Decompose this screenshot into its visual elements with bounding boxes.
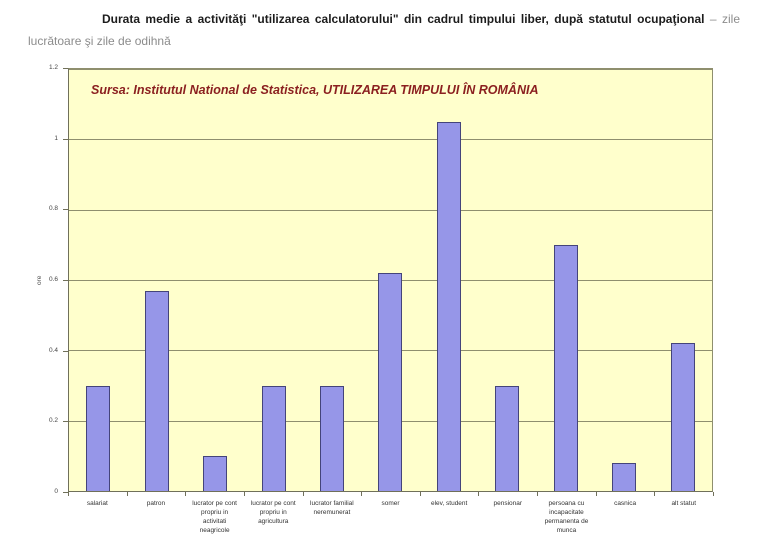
bar-slot: [420, 69, 478, 491]
bars-row: [69, 69, 712, 491]
x-category-label: somer: [381, 500, 400, 507]
y-tick-label: 0.8: [48, 205, 58, 213]
gridline: [69, 69, 712, 70]
y-tick-mark: [63, 421, 68, 423]
bar-11: [670, 343, 695, 491]
y-tick-mark: [63, 68, 68, 69]
x-tick-mark: [185, 492, 187, 496]
bar-1: [86, 385, 111, 491]
x-category-label: lucrator familial neremunerat: [310, 500, 354, 516]
bar-slot: [303, 69, 361, 491]
bar-slot: [478, 69, 536, 491]
y-tick-label: 0.4: [48, 346, 58, 354]
y-tick-mark: [63, 280, 68, 281]
bar-slot: [127, 69, 185, 491]
x-tick-marks: [68, 492, 714, 496]
x-category-label: elev, student: [430, 500, 468, 507]
bar-slot: [654, 69, 712, 491]
bar-slot: [186, 69, 244, 491]
bar-slot: [537, 69, 595, 491]
y-tick-mark: [63, 209, 68, 211]
chart-heading-subtitle: – zile lucrătoare şi zile de odihnă: [28, 12, 740, 48]
gridline: [69, 139, 712, 141]
y-tick-label: 0.6: [48, 276, 58, 283]
bar-4: [261, 385, 286, 491]
source-note: Sursa: Institutul National de Statistica…: [91, 83, 539, 97]
x-category-label: casnica: [614, 500, 637, 507]
y-axis-title: ore: [36, 275, 43, 285]
x-tick-mark: [595, 492, 597, 496]
x-category-label: persoana cu incapacitate permanenta de m…: [544, 500, 589, 534]
x-category-label: patron: [146, 500, 166, 507]
x-category-label: lucrator pe cont propriu in agricultura: [250, 500, 296, 525]
chart-heading: Durata medie a activităţi "utilizarea ca…: [28, 8, 740, 52]
x-tick-mark: [713, 492, 714, 496]
x-tick-mark: [419, 492, 421, 496]
plot-area: Sursa: Institutul National de Statistica…: [68, 68, 713, 492]
y-tick-mark: [63, 350, 68, 352]
bar-slot: [595, 69, 653, 491]
y-axis: 0 0.2 0.4 0.6 0.8 1 1.2: [0, 64, 68, 495]
bar-3: [203, 455, 228, 491]
bar-6: [378, 272, 403, 491]
x-tick-mark: [68, 492, 69, 496]
x-tick-mark: [478, 492, 480, 496]
x-tick-mark: [302, 492, 304, 496]
y-tick-mark: [63, 138, 68, 140]
bar-10: [612, 462, 637, 491]
x-labels: salariat patron lucrator pe cont propriu i…: [68, 499, 713, 535]
x-category-label: alt statut: [671, 500, 697, 507]
y-tick-mark: [63, 492, 68, 493]
x-tick-mark: [654, 492, 656, 496]
x-tick-mark: [243, 492, 245, 496]
bar-5: [320, 385, 345, 491]
bar-slot: [361, 69, 419, 491]
y-tick-label: 0: [54, 488, 58, 495]
y-tick-label: 1.2: [48, 64, 58, 71]
x-category-label: lucrator pe cont propriu in activitati n…: [192, 500, 237, 534]
bar-9: [553, 244, 578, 491]
y-tick-label: 1: [54, 134, 58, 142]
bar-slot: [244, 69, 302, 491]
y-tick-label: 0.2: [48, 417, 58, 425]
chart-heading-main: Durata medie a activităţi "utilizarea ca…: [102, 12, 705, 26]
x-tick-mark: [126, 492, 128, 496]
x-tick-mark: [537, 492, 539, 496]
bar-8: [495, 385, 520, 491]
bar-7: [436, 121, 461, 491]
bar-2: [144, 290, 169, 491]
x-category-label: pensionar: [493, 500, 523, 507]
bar-slot: [69, 69, 127, 491]
gridline: [69, 209, 712, 211]
x-category-label: salariat: [86, 500, 108, 507]
x-tick-mark: [361, 492, 363, 496]
